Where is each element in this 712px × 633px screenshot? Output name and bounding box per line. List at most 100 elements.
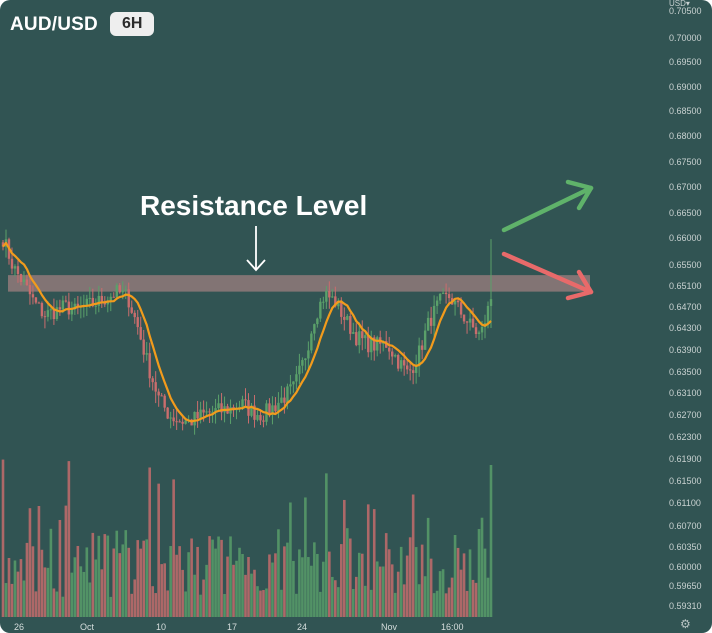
- volume-bar: [82, 571, 86, 617]
- resistance-band: [8, 275, 590, 292]
- volume-bar: [85, 547, 89, 617]
- candle-body: [85, 298, 89, 306]
- candle: [220, 393, 223, 421]
- candle-body: [283, 397, 286, 403]
- candle: [58, 299, 62, 316]
- candle: [205, 401, 208, 417]
- y-tick-label: 0.65100: [669, 281, 702, 291]
- volume-bar: [208, 536, 211, 617]
- candle-body: [217, 403, 220, 409]
- volume-bar: [94, 559, 98, 617]
- volume-bar: [253, 569, 256, 617]
- volume-bar: [10, 583, 14, 617]
- candle-body: [346, 316, 349, 320]
- y-tick-label: 0.63500: [669, 367, 702, 377]
- candle: [244, 388, 247, 407]
- candle: [136, 309, 139, 335]
- candle-body: [205, 411, 208, 413]
- y-tick-label: 0.60350: [669, 542, 702, 552]
- volume-bar: [193, 574, 196, 617]
- volume-bar: [435, 590, 439, 617]
- volume-bar: [405, 555, 409, 617]
- volume-bar: [268, 554, 271, 617]
- volume-bar: [372, 509, 376, 617]
- candle: [43, 310, 47, 329]
- candle: [471, 307, 475, 328]
- candle: [52, 298, 56, 325]
- candle-body: [313, 324, 316, 334]
- volume-bar: [181, 569, 184, 617]
- candle: [181, 416, 184, 431]
- candle: [70, 301, 74, 322]
- volume-bar: [103, 534, 107, 617]
- volume-bar: [235, 560, 238, 617]
- candle: [355, 323, 358, 347]
- candle-body: [295, 374, 298, 382]
- candle-body: [426, 317, 430, 331]
- candle: [328, 281, 331, 309]
- volume-bar: [223, 594, 226, 617]
- volume-bar: [384, 533, 388, 617]
- candle-body: [130, 307, 133, 313]
- volume-bar: [19, 559, 23, 617]
- timeframe-badge[interactable]: 6H: [110, 12, 155, 36]
- candle: [310, 331, 313, 354]
- candle-body: [46, 310, 50, 317]
- candle-body: [268, 403, 271, 415]
- candle-body: [10, 258, 14, 269]
- volume-bar: [283, 546, 286, 617]
- x-tick-label: 10: [156, 622, 166, 632]
- currency-selector[interactable]: USD▾: [669, 0, 690, 8]
- candle: [250, 403, 253, 418]
- candle: [298, 353, 301, 385]
- volume-bar: [130, 593, 134, 617]
- candle-body: [441, 292, 445, 294]
- volume-bar: [447, 587, 451, 617]
- candle: [423, 323, 427, 350]
- volume-bar: [298, 549, 301, 617]
- volume-bar: [462, 553, 466, 617]
- volume-bar: [184, 591, 187, 617]
- volume-bar: [178, 546, 181, 617]
- candle-body: [244, 399, 247, 401]
- candle-body: [393, 355, 397, 357]
- candle: [316, 317, 319, 328]
- candle-body: [160, 395, 163, 397]
- candle-body: [301, 360, 304, 366]
- candle-body: [352, 332, 355, 334]
- candle-body: [181, 421, 184, 424]
- volume-bar: [340, 544, 343, 617]
- y-tick-label: 0.67500: [669, 157, 702, 167]
- volume-bar: [271, 562, 274, 617]
- x-tick-label: 26: [14, 622, 24, 632]
- y-tick-label: 0.62700: [669, 410, 702, 420]
- candle-body: [337, 300, 340, 307]
- y-tick-label: 0.59650: [669, 581, 702, 591]
- volume-bar: [40, 549, 44, 617]
- candle-body: [1, 242, 5, 247]
- candle: [163, 393, 166, 412]
- y-tick-label: 0.63900: [669, 345, 702, 355]
- candle-body: [61, 300, 65, 310]
- volume-bar: [169, 546, 172, 617]
- volume-bar: [70, 572, 74, 617]
- volume-bar: [450, 577, 454, 617]
- candle: [408, 362, 412, 381]
- volume-bar: [151, 586, 154, 617]
- candle-body: [196, 411, 199, 419]
- candle: [370, 330, 373, 361]
- volume-bar: [190, 538, 193, 617]
- candle: [127, 282, 130, 317]
- volume-bar: [148, 467, 151, 617]
- candle-body: [112, 296, 115, 298]
- candle-body: [256, 415, 259, 420]
- candle: [28, 274, 32, 305]
- candle-body: [408, 369, 412, 371]
- volume-bar: [238, 547, 241, 617]
- candle: [417, 337, 421, 377]
- candle: [301, 357, 304, 374]
- volume-bar: [369, 589, 373, 617]
- candle-body: [28, 285, 32, 295]
- gear-icon[interactable]: ⚙: [680, 617, 691, 631]
